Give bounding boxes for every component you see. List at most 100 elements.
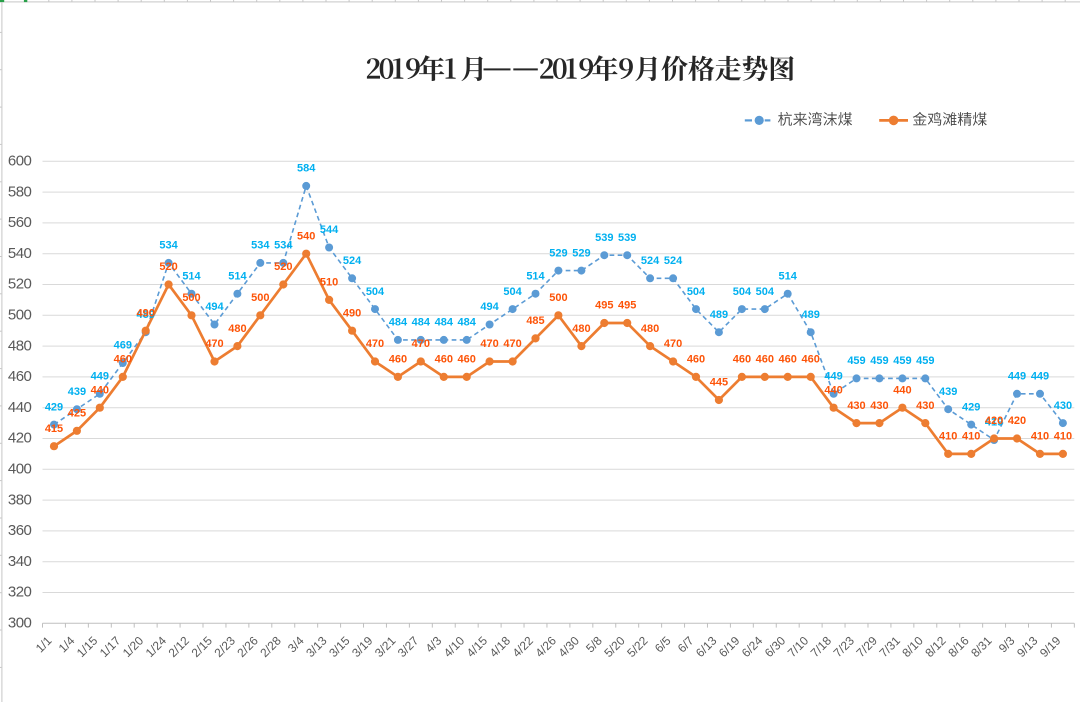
svg-text:410: 410 bbox=[939, 431, 957, 443]
svg-text:484: 484 bbox=[412, 317, 431, 329]
svg-text:539: 539 bbox=[595, 232, 613, 244]
svg-text:524: 524 bbox=[641, 255, 660, 267]
svg-text:484: 484 bbox=[435, 317, 454, 329]
svg-text:440: 440 bbox=[8, 399, 32, 416]
svg-text:600: 600 bbox=[8, 153, 32, 170]
svg-text:460: 460 bbox=[802, 354, 820, 366]
svg-text:544: 544 bbox=[320, 224, 339, 236]
svg-text:470: 470 bbox=[664, 338, 682, 350]
svg-text:560: 560 bbox=[8, 214, 32, 231]
svg-text:514: 514 bbox=[182, 270, 201, 282]
svg-text:480: 480 bbox=[8, 337, 32, 354]
svg-text:430: 430 bbox=[1054, 400, 1072, 412]
svg-text:529: 529 bbox=[549, 247, 567, 259]
svg-text:484: 484 bbox=[389, 317, 408, 329]
svg-text:410: 410 bbox=[1054, 431, 1072, 443]
svg-text:449: 449 bbox=[91, 371, 109, 383]
svg-text:484: 484 bbox=[458, 317, 477, 329]
svg-text:514: 514 bbox=[228, 270, 247, 282]
svg-text:430: 430 bbox=[847, 400, 865, 412]
svg-text:494: 494 bbox=[480, 301, 499, 313]
svg-text:420: 420 bbox=[1008, 415, 1026, 427]
svg-text:489: 489 bbox=[802, 309, 820, 321]
svg-text:400: 400 bbox=[8, 461, 32, 478]
svg-text:460: 460 bbox=[733, 354, 751, 366]
svg-text:540: 540 bbox=[8, 245, 32, 262]
svg-text:524: 524 bbox=[664, 255, 683, 267]
svg-text:534: 534 bbox=[251, 240, 270, 252]
svg-text:410: 410 bbox=[1031, 431, 1049, 443]
svg-text:430: 430 bbox=[870, 400, 888, 412]
svg-text:500: 500 bbox=[549, 292, 567, 304]
svg-text:469: 469 bbox=[114, 340, 132, 352]
svg-text:440: 440 bbox=[893, 384, 911, 396]
svg-text:419: 419 bbox=[985, 417, 1003, 429]
svg-text:470: 470 bbox=[503, 338, 521, 350]
svg-text:429: 429 bbox=[45, 401, 63, 413]
svg-text:460: 460 bbox=[114, 354, 132, 366]
svg-text:470: 470 bbox=[205, 338, 223, 350]
svg-text:460: 460 bbox=[687, 354, 705, 366]
svg-text:420: 420 bbox=[8, 430, 32, 447]
svg-text:410: 410 bbox=[962, 431, 980, 443]
svg-text:459: 459 bbox=[847, 355, 865, 367]
svg-text:470: 470 bbox=[366, 338, 384, 350]
svg-text:514: 514 bbox=[526, 270, 545, 282]
svg-text:534: 534 bbox=[159, 240, 178, 252]
svg-text:494: 494 bbox=[205, 301, 224, 313]
svg-text:504: 504 bbox=[503, 286, 522, 298]
svg-text:340: 340 bbox=[8, 553, 32, 570]
svg-text:580: 580 bbox=[8, 183, 32, 200]
svg-text:430: 430 bbox=[916, 400, 934, 412]
svg-text:480: 480 bbox=[641, 323, 659, 335]
svg-text:500: 500 bbox=[251, 292, 269, 304]
svg-text:520: 520 bbox=[8, 276, 32, 293]
svg-text:520: 520 bbox=[159, 261, 177, 273]
svg-text:500: 500 bbox=[182, 292, 200, 304]
svg-text:504: 504 bbox=[756, 286, 775, 298]
svg-text:480: 480 bbox=[228, 323, 246, 335]
svg-text:459: 459 bbox=[893, 355, 911, 367]
svg-text:539: 539 bbox=[618, 232, 636, 244]
svg-text:529: 529 bbox=[572, 247, 590, 259]
svg-text:420: 420 bbox=[985, 415, 1003, 427]
svg-text:415: 415 bbox=[45, 423, 63, 435]
svg-text:524: 524 bbox=[343, 255, 362, 267]
svg-text:425: 425 bbox=[68, 408, 86, 420]
svg-text:320: 320 bbox=[8, 584, 32, 601]
svg-text:470: 470 bbox=[412, 338, 430, 350]
svg-text:489: 489 bbox=[710, 309, 728, 321]
svg-text:449: 449 bbox=[1008, 371, 1026, 383]
svg-text:504: 504 bbox=[687, 286, 706, 298]
svg-text:460: 460 bbox=[458, 354, 476, 366]
svg-text:489: 489 bbox=[137, 309, 155, 321]
svg-text:490: 490 bbox=[343, 307, 361, 319]
svg-text:504: 504 bbox=[733, 286, 752, 298]
svg-text:490: 490 bbox=[137, 307, 155, 319]
svg-text:534: 534 bbox=[274, 240, 293, 252]
svg-text:460: 460 bbox=[8, 368, 32, 385]
svg-text:495: 495 bbox=[595, 300, 613, 312]
svg-text:459: 459 bbox=[916, 355, 934, 367]
svg-text:445: 445 bbox=[710, 377, 728, 389]
svg-text:439: 439 bbox=[939, 386, 957, 398]
svg-text:514: 514 bbox=[779, 270, 798, 282]
svg-text:510: 510 bbox=[320, 277, 338, 289]
svg-text:449: 449 bbox=[1031, 371, 1049, 383]
svg-text:480: 480 bbox=[572, 323, 590, 335]
svg-text:460: 460 bbox=[756, 354, 774, 366]
svg-text:440: 440 bbox=[91, 384, 109, 396]
svg-text:584: 584 bbox=[297, 163, 316, 175]
svg-text:300: 300 bbox=[8, 615, 32, 632]
svg-text:500: 500 bbox=[8, 307, 32, 324]
svg-text:504: 504 bbox=[366, 286, 385, 298]
svg-text:429: 429 bbox=[962, 401, 980, 413]
svg-text:459: 459 bbox=[870, 355, 888, 367]
svg-text:460: 460 bbox=[389, 354, 407, 366]
svg-text:460: 460 bbox=[435, 354, 453, 366]
svg-text:495: 495 bbox=[618, 300, 636, 312]
svg-text:439: 439 bbox=[68, 386, 86, 398]
svg-text:485: 485 bbox=[526, 315, 544, 327]
svg-text:460: 460 bbox=[779, 354, 797, 366]
svg-text:449: 449 bbox=[824, 371, 842, 383]
